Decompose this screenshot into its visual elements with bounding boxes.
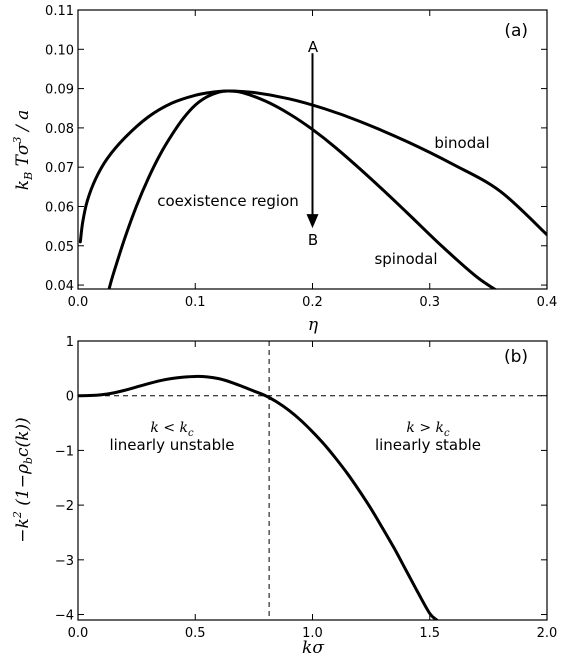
- y-ticks-a: 0.04 0.05 0.06 0.07 0.08 0.09 0.10 0.11: [45, 4, 547, 294]
- right-condition-label: k > kc: [406, 420, 450, 439]
- b-xtick-label: 2.0: [537, 626, 558, 641]
- a-ytick-label: 0.11: [45, 4, 74, 19]
- arrow-start-label: A: [308, 38, 319, 56]
- y-axis-label-a: kB Tσ3 / a: [11, 110, 35, 190]
- x-axis-label-b: kσ: [302, 638, 324, 658]
- x-ticks-b: 0.0 0.5 1.0 1.5 2.0: [68, 341, 558, 641]
- arrow-head: [306, 214, 319, 229]
- x-ticks-a: 0.0 0.1 0.2 0.3 0.4: [68, 10, 558, 310]
- arrow-a-to-b: [306, 53, 319, 229]
- a-ytick-label: 0.07: [45, 161, 74, 176]
- y-axis-label-b: −k2 (1−ρbc(k)): [11, 417, 35, 542]
- b-ytick-label: 0: [66, 390, 74, 405]
- reference-lines-b: [78, 341, 547, 620]
- a-ytick-label: 0.04: [45, 279, 74, 294]
- a-ytick-label: 0.08: [45, 122, 74, 137]
- binodal-label: binodal: [434, 134, 489, 152]
- a-ytick-label: 0.09: [45, 83, 74, 98]
- a-xtick-label: 0.0: [68, 295, 89, 310]
- y-ticks-b: −4 −3 −2 −1 0 1: [55, 335, 547, 624]
- a-xtick-label: 0.1: [185, 295, 206, 310]
- b-xtick-label: 1.0: [302, 626, 323, 641]
- svg-text:−k2 (1−ρbc(k)): −k2 (1−ρbc(k)): [11, 417, 35, 542]
- a-xtick-label: 0.3: [419, 295, 440, 310]
- binodal-curve: [78, 89, 547, 244]
- spinodal-label: spinodal: [374, 250, 437, 268]
- arrow-end-label: B: [308, 231, 318, 249]
- a-ytick-label: 0.05: [45, 240, 74, 255]
- b-ytick-label: 1: [66, 335, 74, 350]
- panel-label-b: (b): [504, 347, 528, 367]
- right-region-label: linearly stable: [375, 436, 481, 454]
- b-ytick-label: −4: [55, 609, 74, 624]
- a-ytick-label: 0.10: [45, 43, 74, 58]
- spinodal-curve: [107, 89, 498, 289]
- left-condition-label: k < kc: [150, 420, 194, 439]
- a-ytick-label: 0.06: [45, 200, 74, 215]
- b-curve-0: [78, 374, 439, 620]
- left-region-label: linearly unstable: [109, 436, 234, 454]
- b-xtick-label: 1.5: [419, 626, 440, 641]
- curves-a: [78, 89, 547, 289]
- b-ytick-label: −1: [55, 444, 74, 459]
- b-xtick-label: 0.5: [185, 626, 206, 641]
- a-xtick-label: 0.2: [302, 295, 323, 310]
- panel-b: 0.0 0.5 1.0 1.5 2.0 −4 −3 −2 −1 0 1 (b) k < kc li…: [11, 335, 557, 658]
- b-ytick-label: −2: [55, 499, 74, 514]
- b-ytick-label: −3: [55, 554, 74, 569]
- curves-b: [78, 374, 439, 620]
- panel-a: 0.0 0.1 0.2 0.3 0.4 0.04 0.05 0.06 0.07 0.08 0.09…: [11, 4, 557, 335]
- coexistence-region-label: coexistence region: [157, 192, 299, 210]
- svg-text:kB Tσ3 / a: kB Tσ3 / a: [11, 110, 35, 190]
- b-xtick-label: 0.0: [68, 626, 89, 641]
- panel-label-a: (a): [504, 21, 528, 41]
- x-axis-label-a: η: [308, 315, 319, 335]
- a-xtick-label: 0.4: [537, 295, 558, 310]
